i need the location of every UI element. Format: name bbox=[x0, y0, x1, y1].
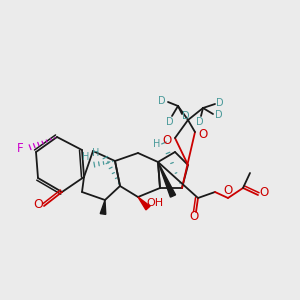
Text: D: D bbox=[158, 96, 166, 106]
Text: O: O bbox=[189, 211, 199, 224]
Text: O: O bbox=[162, 134, 172, 146]
Text: H: H bbox=[153, 139, 161, 149]
Text: H: H bbox=[82, 152, 90, 162]
Text: D: D bbox=[166, 117, 174, 127]
Text: D: D bbox=[215, 110, 223, 120]
Polygon shape bbox=[100, 200, 106, 214]
Text: O: O bbox=[260, 187, 268, 200]
Text: OH: OH bbox=[146, 198, 164, 208]
Text: D: D bbox=[216, 98, 224, 108]
Polygon shape bbox=[138, 197, 150, 210]
Text: D: D bbox=[182, 111, 190, 121]
Text: D: D bbox=[196, 117, 204, 127]
Text: O: O bbox=[33, 199, 43, 212]
Text: F: F bbox=[17, 142, 23, 154]
Text: H: H bbox=[92, 148, 100, 158]
Polygon shape bbox=[158, 162, 175, 197]
Text: O: O bbox=[224, 184, 232, 196]
Text: O: O bbox=[198, 128, 208, 140]
